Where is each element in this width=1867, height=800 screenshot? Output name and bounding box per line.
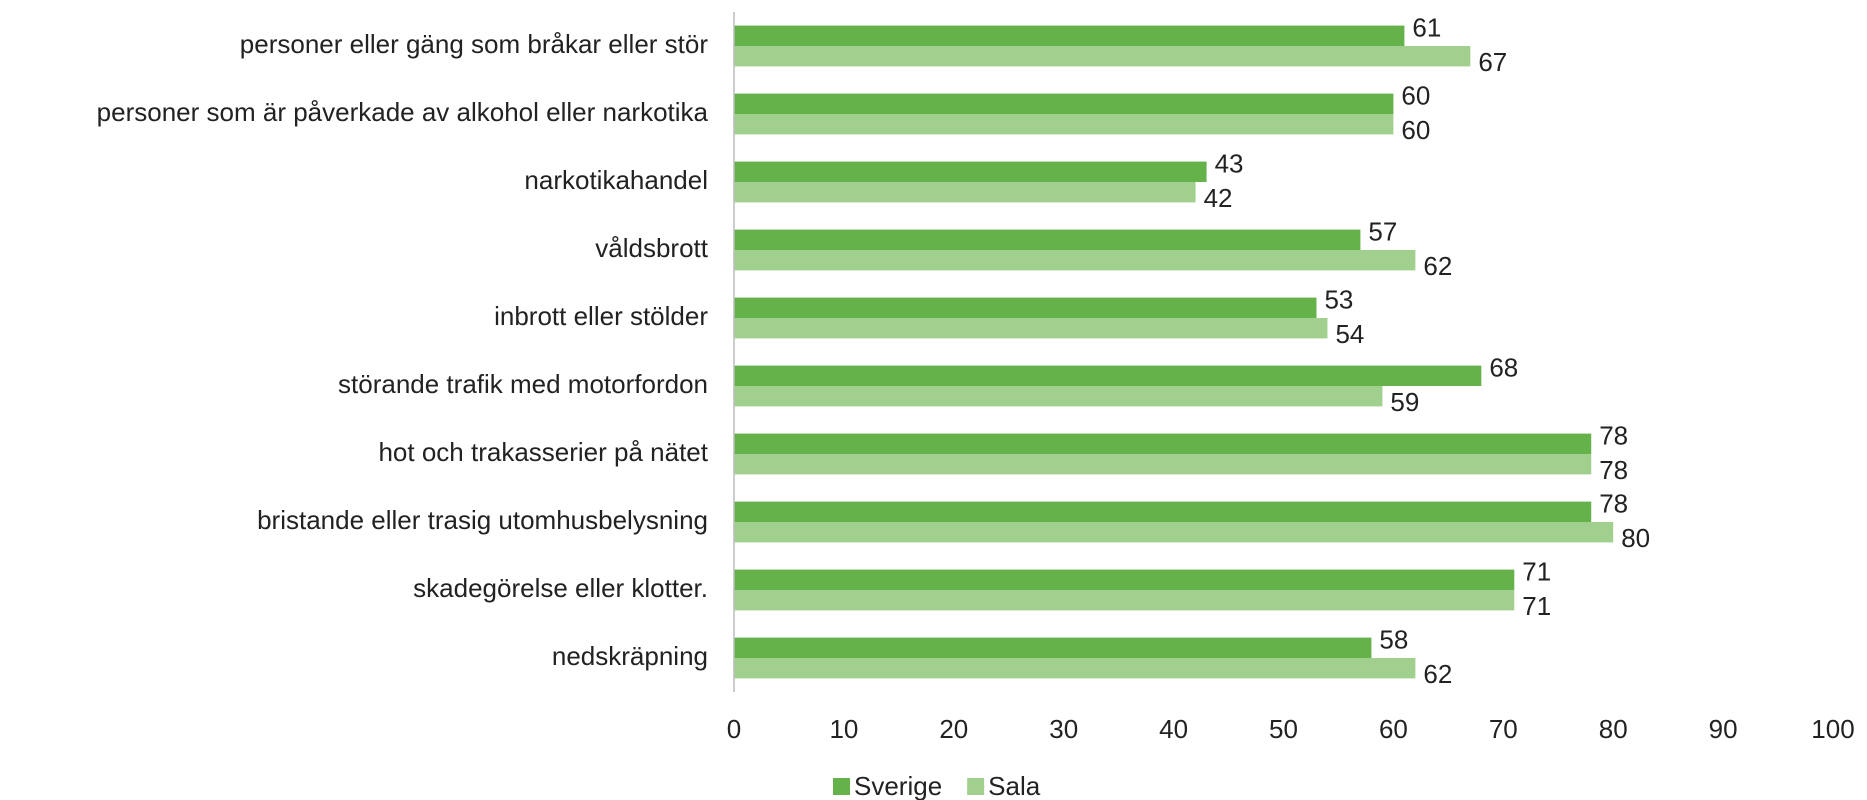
value-label: 61 [1412, 13, 1441, 43]
y-tick-label: inbrott eller stölder [494, 301, 708, 331]
x-tick-label: 0 [727, 714, 741, 744]
y-tick-label: personer eller gäng som bråkar eller stö… [240, 29, 709, 59]
value-label: 54 [1335, 319, 1364, 349]
bar [734, 590, 1515, 611]
bar [734, 297, 1317, 318]
y-tick-label: bristande eller trasig utomhusbelysning [257, 505, 708, 535]
value-label: 67 [1478, 47, 1507, 77]
value-label: 78 [1599, 455, 1628, 485]
value-label: 42 [1204, 183, 1233, 213]
value-label: 43 [1215, 149, 1244, 179]
value-label: 78 [1599, 421, 1628, 451]
bar [734, 229, 1361, 250]
value-label: 60 [1401, 115, 1430, 145]
x-tick-label: 60 [1379, 714, 1408, 744]
x-tick-label: 20 [939, 714, 968, 744]
value-label: 71 [1522, 557, 1551, 587]
y-tick-label: skadegörelse eller klotter. [413, 573, 708, 603]
value-label: 62 [1423, 251, 1452, 281]
bar [734, 501, 1592, 522]
bar [734, 637, 1372, 658]
x-tick-label: 40 [1159, 714, 1188, 744]
x-tick-label: 90 [1709, 714, 1738, 744]
bar [734, 386, 1383, 407]
bar [734, 46, 1471, 67]
x-tick-label: 70 [1489, 714, 1518, 744]
bar [734, 569, 1515, 590]
y-tick-label: personer som är påverkade av alkohol ell… [97, 97, 709, 127]
value-label: 78 [1599, 489, 1628, 519]
value-label: 60 [1401, 81, 1430, 111]
legend-label: Sala [988, 771, 1041, 800]
bar [734, 25, 1405, 46]
bar [734, 93, 1394, 114]
value-label: 59 [1390, 387, 1419, 417]
bar [734, 161, 1207, 182]
x-tick-label: 10 [829, 714, 858, 744]
bar [734, 114, 1394, 135]
value-label: 53 [1324, 285, 1353, 315]
x-tick-label: 80 [1599, 714, 1628, 744]
legend-label: Sverige [854, 771, 942, 800]
y-tick-label: narkotikahandel [524, 165, 708, 195]
legend-swatch [833, 778, 850, 795]
legend-swatch [967, 778, 985, 795]
bar [734, 522, 1614, 543]
x-tick-label: 30 [1049, 714, 1078, 744]
y-tick-label: våldsbrott [595, 233, 708, 263]
x-tick-label: 100 [1811, 714, 1854, 744]
value-label: 57 [1368, 217, 1397, 247]
bar [734, 182, 1196, 203]
y-tick-label: störande trafik med motorfordon [338, 369, 708, 399]
value-label: 71 [1522, 591, 1551, 621]
bar [734, 658, 1416, 679]
value-label: 80 [1621, 523, 1650, 553]
bar [734, 318, 1328, 339]
y-tick-label: hot och trakasserier på nätet [378, 437, 708, 467]
bar [734, 365, 1482, 386]
y-tick-label: nedskräpning [552, 641, 708, 671]
bar [734, 250, 1416, 271]
value-label: 58 [1379, 625, 1408, 655]
bar [734, 433, 1592, 454]
x-tick-label: 50 [1269, 714, 1298, 744]
value-label: 68 [1489, 353, 1518, 383]
value-label: 62 [1423, 659, 1452, 689]
bar [734, 454, 1592, 475]
